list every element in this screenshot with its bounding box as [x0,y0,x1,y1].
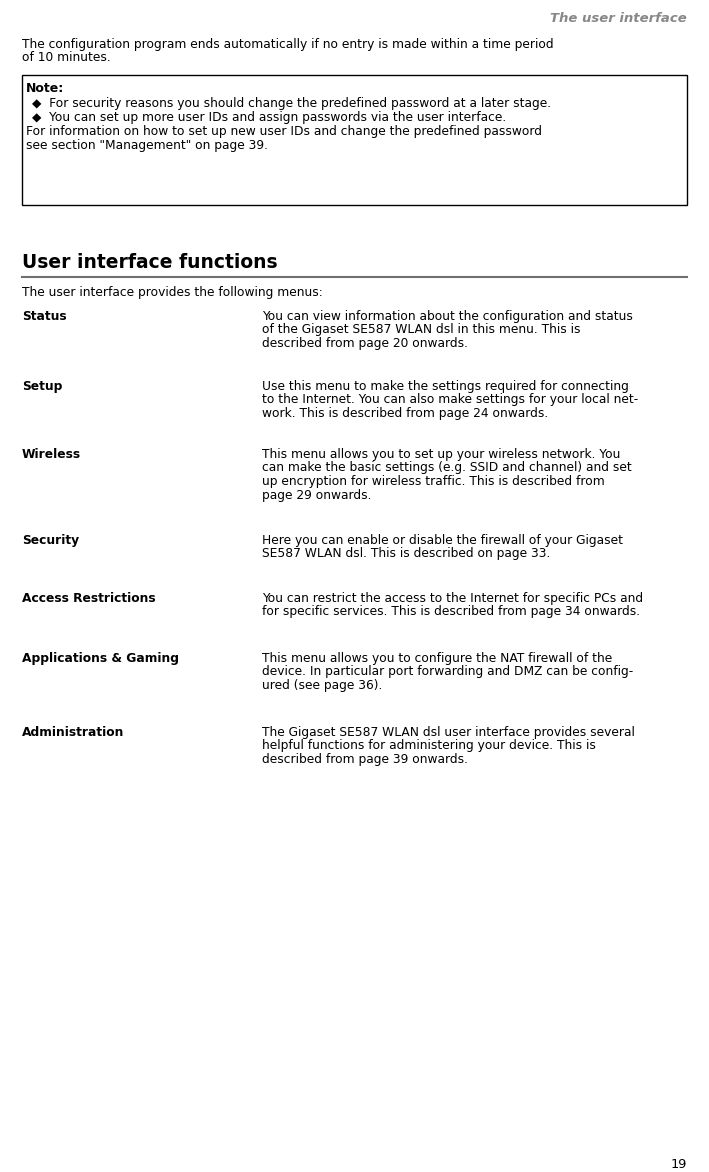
Text: Security: Security [22,534,79,547]
Text: ◆  For security reasons you should change the predefined password at a later sta: ◆ For security reasons you should change… [32,97,551,110]
Text: Setup: Setup [22,380,62,393]
Text: device. In particular port forwarding and DMZ can be config-: device. In particular port forwarding an… [262,666,633,679]
Text: Access Restrictions: Access Restrictions [22,592,155,605]
Text: page 29 onwards.: page 29 onwards. [262,489,372,502]
Text: SE587 WLAN dsl. This is described on page 33.: SE587 WLAN dsl. This is described on pag… [262,547,550,560]
Text: to the Internet. You can also make settings for your local net-: to the Internet. You can also make setti… [262,394,638,407]
Text: described from page 20 onwards.: described from page 20 onwards. [262,338,468,350]
Text: work. This is described from page 24 onwards.: work. This is described from page 24 onw… [262,407,548,420]
Text: of 10 minutes.: of 10 minutes. [22,52,111,64]
Text: Status: Status [22,311,67,323]
Text: helpful functions for administering your device. This is: helpful functions for administering your… [262,740,596,752]
Text: This menu allows you to configure the NAT firewall of the: This menu allows you to configure the NA… [262,652,613,665]
Text: Note:: Note: [26,82,65,95]
Text: up encryption for wireless traffic. This is described from: up encryption for wireless traffic. This… [262,475,605,488]
Text: The user interface: The user interface [550,12,687,25]
Text: This menu allows you to set up your wireless network. You: This menu allows you to set up your wire… [262,448,620,461]
Text: Use this menu to make the settings required for connecting: Use this menu to make the settings requi… [262,380,629,393]
Text: for specific services. This is described from page 34 onwards.: for specific services. This is described… [262,606,640,619]
Text: The Gigaset SE587 WLAN dsl user interface provides several: The Gigaset SE587 WLAN dsl user interfac… [262,725,635,740]
Text: The configuration program ends automatically if no entry is made within a time p: The configuration program ends automatic… [22,38,554,52]
Text: Administration: Administration [22,725,124,740]
Text: You can view information about the configuration and status: You can view information about the confi… [262,311,633,323]
Text: described from page 39 onwards.: described from page 39 onwards. [262,752,468,766]
Text: User interface functions: User interface functions [22,253,278,272]
Text: ◆  You can set up more user IDs and assign passwords via the user interface.: ◆ You can set up more user IDs and assig… [32,111,506,124]
Text: ured (see page 36).: ured (see page 36). [262,679,382,691]
Bar [22,75,687,205]
Text: Wireless: Wireless [22,448,81,461]
Text: of the Gigaset SE587 WLAN dsl in this menu. This is: of the Gigaset SE587 WLAN dsl in this me… [262,323,581,336]
Text: You can restrict the access to the Internet for specific PCs and: You can restrict the access to the Inter… [262,592,643,605]
Text: see section "Management" on page 39.: see section "Management" on page 39. [26,139,268,152]
Text: Here you can enable or disable the firewall of your Gigaset: Here you can enable or disable the firew… [262,534,623,547]
Text: 19: 19 [671,1158,687,1171]
Text: For information on how to set up new user IDs and change the predefined password: For information on how to set up new use… [26,125,542,138]
Text: can make the basic settings (e.g. SSID and channel) and set: can make the basic settings (e.g. SSID a… [262,462,632,475]
Text: Applications & Gaming: Applications & Gaming [22,652,179,665]
Text: The user interface provides the following menus:: The user interface provides the followin… [22,286,323,299]
